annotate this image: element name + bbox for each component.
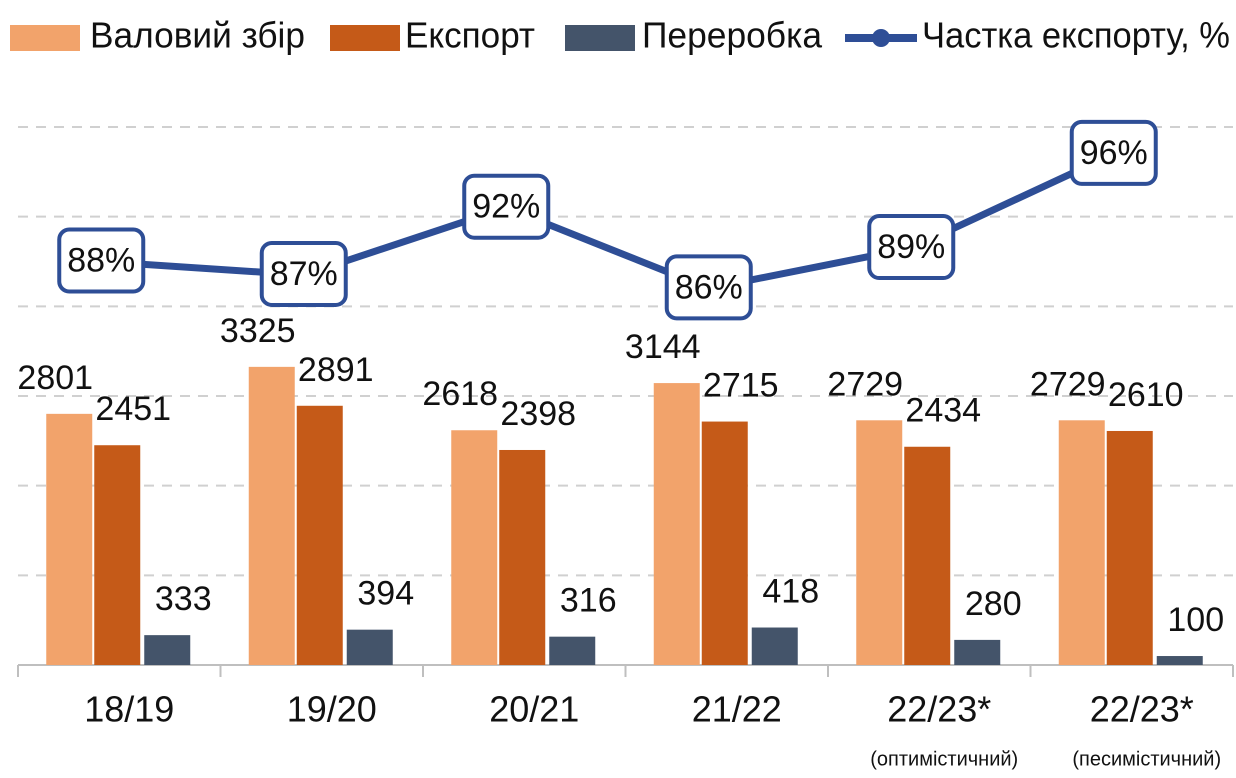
data-label: 92% (472, 188, 540, 226)
bar (751, 627, 798, 665)
legend-label: Валовий збір (90, 15, 305, 56)
bar (248, 366, 295, 665)
data-label: 89% (877, 228, 945, 266)
label-box (57, 227, 146, 294)
legend-label: Переробка (642, 15, 823, 56)
x-tick-label: 22/23* (887, 689, 991, 730)
data-label: 87% (270, 255, 338, 293)
x-tick-label: 19/20 (287, 689, 377, 730)
data-label: 3325 (220, 312, 296, 350)
bar (1156, 656, 1203, 665)
label-box (1069, 119, 1158, 186)
bar (296, 405, 343, 665)
data-label: 2610 (1108, 376, 1184, 414)
bar (94, 445, 141, 665)
legend-swatch (330, 25, 400, 51)
data-label: 86% (675, 268, 743, 306)
x-tick-label: 20/21 (489, 689, 579, 730)
data-label: 2729 (827, 365, 903, 403)
bar (954, 639, 1001, 665)
data-label: 2434 (905, 392, 981, 430)
x-tick-label: 18/19 (84, 689, 174, 730)
data-label: 316 (560, 582, 617, 620)
bar (46, 413, 93, 665)
label-box (867, 214, 956, 281)
data-label: 2451 (95, 390, 171, 428)
bar (701, 421, 748, 665)
data-label: 394 (357, 575, 414, 613)
bar (451, 430, 498, 665)
data-label: 88% (67, 241, 135, 279)
data-label: 2618 (422, 375, 498, 413)
data-label: 96% (1080, 134, 1148, 172)
data-label: 2715 (703, 367, 779, 405)
data-label: 2398 (500, 395, 576, 433)
legend-swatch (565, 25, 635, 51)
x-tick-label: 21/22 (692, 689, 782, 730)
data-label: 100 (1167, 601, 1224, 639)
legend-swatch (10, 25, 80, 51)
bar (549, 636, 596, 665)
label-box (462, 173, 551, 240)
line (101, 150, 1116, 292)
x-tick-label: 22/23* (1090, 689, 1194, 730)
legend-label: Експорт (405, 15, 535, 56)
bar (499, 449, 546, 665)
bar (904, 446, 951, 665)
label-box (664, 254, 753, 321)
legend-marker (872, 29, 890, 47)
x-tick-note: (песимістичний) (1072, 748, 1221, 770)
bar (144, 635, 191, 665)
bar (1106, 430, 1153, 665)
bar (856, 420, 903, 665)
data-label: 2891 (298, 351, 374, 389)
data-label: 333 (155, 580, 212, 618)
bar (1058, 420, 1105, 665)
bar (346, 629, 393, 665)
data-label: 2801 (17, 359, 93, 397)
legend-label: Частка експорту, % (922, 15, 1230, 56)
bar (653, 383, 700, 665)
data-label: 418 (762, 573, 819, 611)
data-label: 2729 (1030, 365, 1106, 403)
label-box (259, 240, 348, 307)
x-tick-note: (оптимістичний) (870, 748, 1018, 770)
data-label: 3144 (625, 328, 701, 366)
data-label: 280 (965, 585, 1022, 623)
